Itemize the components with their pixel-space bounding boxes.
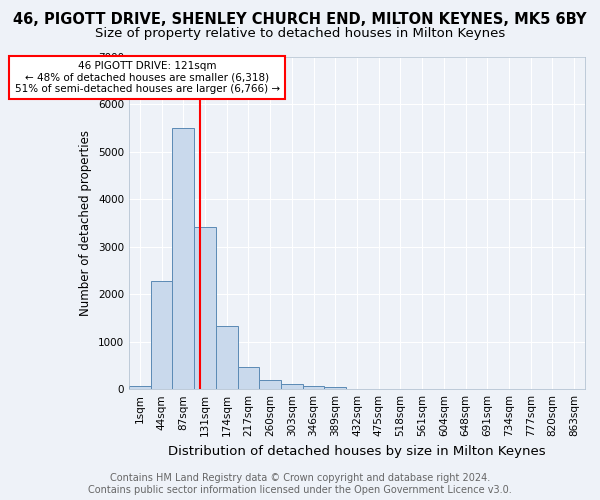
Bar — [172, 128, 194, 389]
Bar — [281, 384, 302, 389]
Bar — [216, 326, 238, 389]
Text: 46 PIGOTT DRIVE: 121sqm
← 48% of detached houses are smaller (6,318)
51% of semi: 46 PIGOTT DRIVE: 121sqm ← 48% of detache… — [14, 61, 280, 94]
Bar — [325, 387, 346, 389]
Bar — [238, 368, 259, 389]
Bar — [194, 226, 216, 389]
Bar — [151, 282, 172, 389]
Text: Contains HM Land Registry data © Crown copyright and database right 2024.
Contai: Contains HM Land Registry data © Crown c… — [88, 474, 512, 495]
Text: 46, PIGOTT DRIVE, SHENLEY CHURCH END, MILTON KEYNES, MK5 6BY: 46, PIGOTT DRIVE, SHENLEY CHURCH END, MI… — [13, 12, 587, 28]
Bar — [129, 386, 151, 389]
X-axis label: Distribution of detached houses by size in Milton Keynes: Distribution of detached houses by size … — [168, 444, 546, 458]
Bar — [259, 380, 281, 389]
Bar — [302, 386, 325, 389]
Y-axis label: Number of detached properties: Number of detached properties — [79, 130, 92, 316]
Text: Size of property relative to detached houses in Milton Keynes: Size of property relative to detached ho… — [95, 28, 505, 40]
